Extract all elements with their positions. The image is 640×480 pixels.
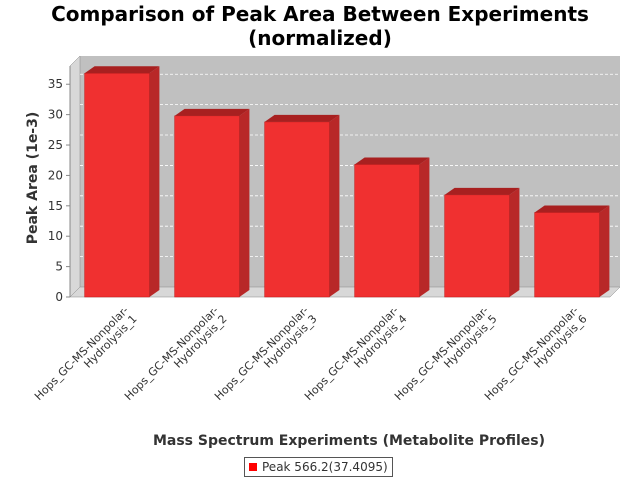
y-tick-label: 20 (48, 168, 63, 182)
bar-side (329, 114, 340, 297)
bar (534, 205, 610, 298)
x-tick-labels: Hops_GC-MS-Nonpolar-Hydrolysis_1Hops_GC-… (32, 304, 590, 412)
y-tick-label: 25 (48, 138, 63, 152)
bar-top (84, 66, 160, 74)
bar (84, 66, 160, 298)
x-tick-label-line: Hops_GC-MS-Nonpolar- (302, 304, 401, 403)
bar-top (264, 114, 340, 122)
bar-front (264, 121, 330, 298)
y-tick-label: 0 (55, 290, 63, 304)
y-tick-label: 10 (48, 229, 63, 243)
bar (264, 114, 340, 298)
y-tick-label: 30 (48, 108, 63, 122)
bar-side (599, 205, 610, 297)
bar-front (354, 164, 420, 298)
y-tick-label: 35 (48, 77, 63, 91)
bar (444, 187, 520, 298)
bar-top (174, 108, 250, 116)
x-tick-label: Hops_GC-MS-Nonpolar-Hydrolysis_6 (482, 304, 590, 412)
y-axis-label: Peak Area (1e-3) (25, 112, 41, 245)
bar (174, 108, 250, 298)
bar-top (444, 187, 520, 195)
legend-label: Peak 566.2(37.4095) (262, 460, 388, 474)
bar-front (444, 194, 510, 298)
bar-top (534, 205, 610, 213)
bar-top (354, 157, 430, 165)
bar-front (174, 115, 240, 298)
x-tick-label-line: Hops_GC-MS-Nonpolar- (212, 304, 311, 403)
x-tick-label-line: Hops_GC-MS-Nonpolar- (122, 304, 221, 403)
grid-lines (80, 73, 620, 258)
legend-swatch (249, 463, 257, 471)
x-tick-label-line: Hops_GC-MS-Nonpolar- (482, 304, 581, 403)
legend: Peak 566.2(37.4095) (244, 457, 393, 477)
bar-side (419, 157, 430, 297)
y-ticks: 0 5 10 15 20 25 30 35 (48, 77, 70, 304)
bar (354, 157, 430, 298)
plot-side-wall (69, 55, 81, 298)
y-tick-label: 15 (48, 199, 63, 213)
x-tick-label-line: Hops_GC-MS-Nonpolar- (32, 304, 131, 403)
bar-side (149, 66, 160, 297)
x-tick-label-line: Hops_GC-MS-Nonpolar- (392, 304, 491, 403)
chart-title-line-1: Comparison of Peak Area Between Experime… (51, 2, 589, 26)
bar-side (239, 108, 250, 297)
x-axis-label: Mass Spectrum Experiments (Metabolite Pr… (153, 433, 545, 449)
y-tick-label: 5 (55, 260, 63, 274)
bar-front (534, 212, 600, 298)
bar-side (509, 187, 520, 297)
chart-title: Comparison of Peak Area Between Experime… (0, 2, 640, 50)
bar-front (84, 73, 150, 298)
chart-title-line-2: (normalized) (248, 26, 392, 50)
bars (84, 66, 610, 298)
